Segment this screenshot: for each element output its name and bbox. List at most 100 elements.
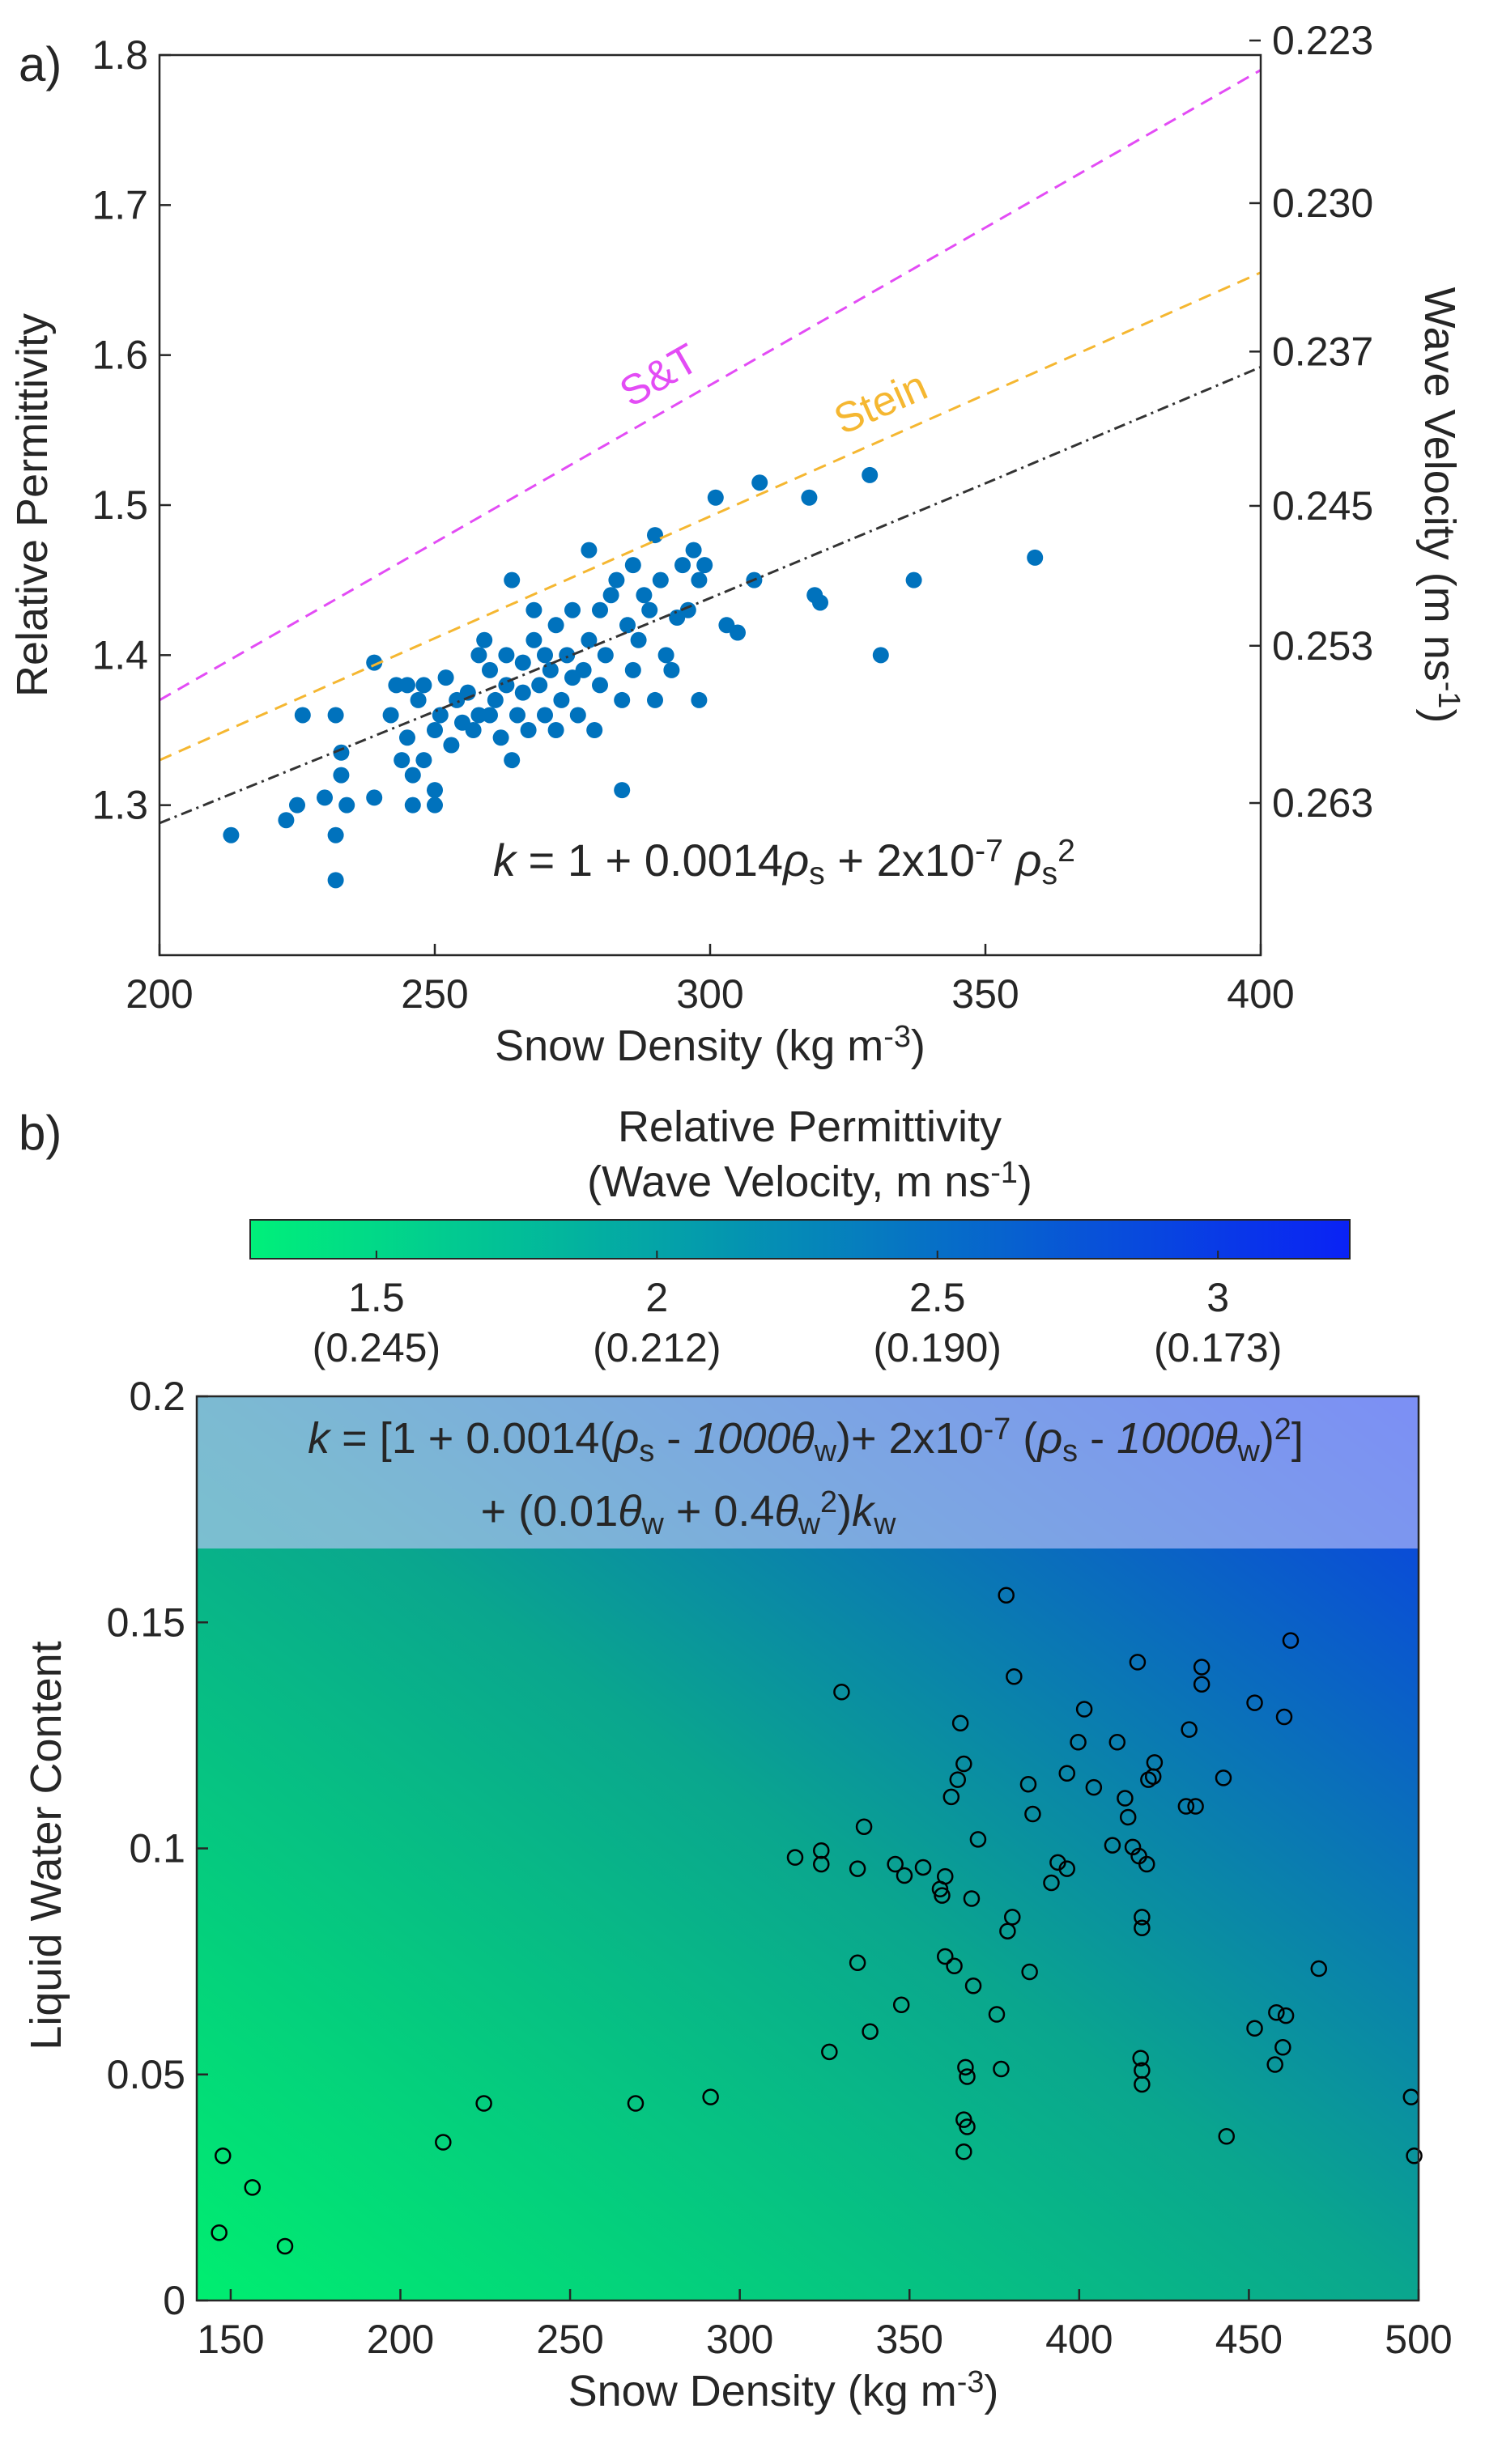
data-point [1004,1909,1021,1926]
data-point [849,1954,866,1972]
data-point [366,654,383,671]
colorbar-tick-sublabel: (0.212) [593,1325,721,1370]
x-tick-label: 500 [1385,2317,1452,2362]
data-point [657,647,674,664]
text-part: Liquid Water Content [22,1641,70,2050]
y-tick-label: 0.1 [129,1826,185,1871]
text-part: ) [837,1487,852,1536]
data-point [435,2134,452,2151]
data-point [427,797,443,814]
data-point [1027,549,1044,566]
data-point [696,557,713,574]
text-part: s [639,1434,654,1468]
data-point [482,661,498,678]
data-point [862,466,879,483]
data-point [586,722,603,738]
text-part: Snow Density (kg m [495,1022,883,1070]
data-point [862,2023,879,2040]
data-point [317,789,333,806]
data-point [614,782,631,799]
data-point [278,812,295,829]
data-point [949,1771,967,1788]
data-point [432,707,449,724]
text-part: - [1078,1414,1117,1463]
text-part: ρ [1036,1414,1062,1463]
data-point [525,601,543,618]
text-part: )+ 2x10 [836,1414,984,1463]
x-tick-label: 400 [1045,2317,1113,2362]
text-part: + 0.4 [664,1487,775,1536]
x-axis-label: Snow Density (kg m-3) [495,1020,925,1070]
data-point [399,677,415,694]
data-point [1108,1734,1126,1751]
data-point [1134,1919,1151,1937]
data-point [641,601,658,618]
colorbar-tick-sublabel: (0.173) [1154,1325,1282,1370]
data-point [223,826,240,843]
text-part: -3 [883,1020,911,1054]
text-part: ρ [612,1414,639,1463]
data-point [812,594,828,611]
data-point [581,542,598,559]
data-point [504,571,521,588]
equation: + (0.01θw + 0.4θw2)kw [481,1485,896,1541]
x-axis-label: Snow Density (kg m-3) [568,2365,999,2415]
data-point [647,691,663,708]
text-part: θ [774,1487,798,1536]
data-point [1406,2148,1423,2164]
data-point [498,647,515,664]
data-point [751,474,768,491]
data-point [1006,1668,1023,1685]
text-part: ρ [1003,835,1042,886]
text-part: -1 [990,1156,1018,1190]
text-part: ) [1018,1158,1032,1206]
data-point [602,587,619,604]
data-point [470,647,487,664]
text-part: + (0.01 [481,1487,619,1536]
data-point [244,2179,261,2196]
colorbar-tick-sublabel: (0.245) [313,1325,440,1370]
text-part: ) [1260,1414,1274,1463]
text-part: = 1 + 0.0014 [516,835,783,886]
data-point [946,1957,963,1974]
data-point [1134,2075,1151,2093]
y2-tick-label: 0.230 [1272,181,1373,226]
colorbar-tick-sublabel: (0.190) [874,1325,1002,1370]
data-point [1043,1874,1060,1892]
data-point [1119,1808,1137,1826]
y-axis-label: Liquid Water Content [22,1641,70,2050]
data-point [1275,1708,1293,1726]
panel-label: b) [19,1106,62,1160]
data-point [959,2068,976,2085]
data-point [404,797,421,814]
colorbar-tick-label: 2.5 [909,1275,966,1320]
data-point [957,2058,974,2076]
data-point [1274,2038,1291,2056]
x-tick-label: 450 [1215,2317,1283,2362]
text-part: -1 [1432,682,1466,709]
data-point [366,789,383,806]
y-tick-label: 1.7 [91,182,148,227]
equation: k = 1 + 0.0014ρs + 2x10-7 ρs2 [493,834,1075,890]
data-point [592,601,608,618]
data-point [627,2095,645,2112]
data-point [382,707,399,724]
x-tick-label: 200 [367,2317,434,2362]
data-point [1181,1721,1198,1738]
data-point [1132,2050,1149,2067]
data-point [542,661,559,678]
data-point [813,1842,830,1859]
text-part: -7 [975,834,1003,869]
equation: k = [1 + 0.0014(ρs - 1000θw)+ 2x10-7 (ρs… [308,1413,1304,1468]
data-point [1218,2128,1236,2145]
x-tick-label: 350 [876,2317,943,2362]
data-point [1019,1775,1037,1793]
data-point [608,571,625,588]
y2-tick-label: 0.223 [1272,18,1373,63]
data-point [630,631,647,648]
text-part: 1000θ [1117,1414,1237,1463]
data-point [338,797,355,814]
data-point [487,691,504,708]
data-point [1104,1837,1121,1854]
